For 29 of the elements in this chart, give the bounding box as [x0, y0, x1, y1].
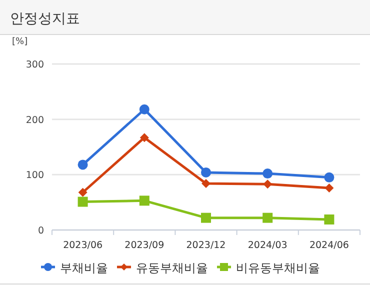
- y-tick-label: 200: [26, 114, 44, 126]
- point: [78, 160, 88, 170]
- point: [324, 172, 334, 182]
- x-tick-label: 2024/03: [248, 240, 288, 251]
- point: [140, 133, 149, 142]
- point: [262, 168, 273, 179]
- legend-label: 부채비율: [60, 261, 108, 275]
- point: [202, 179, 210, 188]
- y-tick-label: 300: [26, 60, 44, 70]
- x-tick-label: 2024/06: [309, 240, 349, 251]
- y-tick-label: 0: [38, 226, 44, 236]
- point: [201, 212, 211, 223]
- point: [201, 167, 211, 178]
- legend-label: 비유동부채비율: [236, 261, 320, 275]
- point: [262, 212, 273, 223]
- x-tick-label: 2023/09: [124, 240, 164, 251]
- y-tick-label: 100: [26, 170, 44, 182]
- legend-label: 유동부채비율: [136, 261, 208, 275]
- chart-title: 안정성지표: [10, 11, 80, 27]
- y-axis-title: [%]: [12, 37, 28, 47]
- point: [263, 180, 272, 189]
- x-tick-label: 2023/06: [63, 240, 103, 251]
- point: [324, 214, 334, 224]
- point: [78, 188, 88, 197]
- point: [324, 183, 334, 192]
- point: [78, 196, 88, 207]
- point: [139, 196, 150, 206]
- point: [139, 104, 150, 114]
- x-tick-label: 2023/12: [186, 240, 226, 251]
